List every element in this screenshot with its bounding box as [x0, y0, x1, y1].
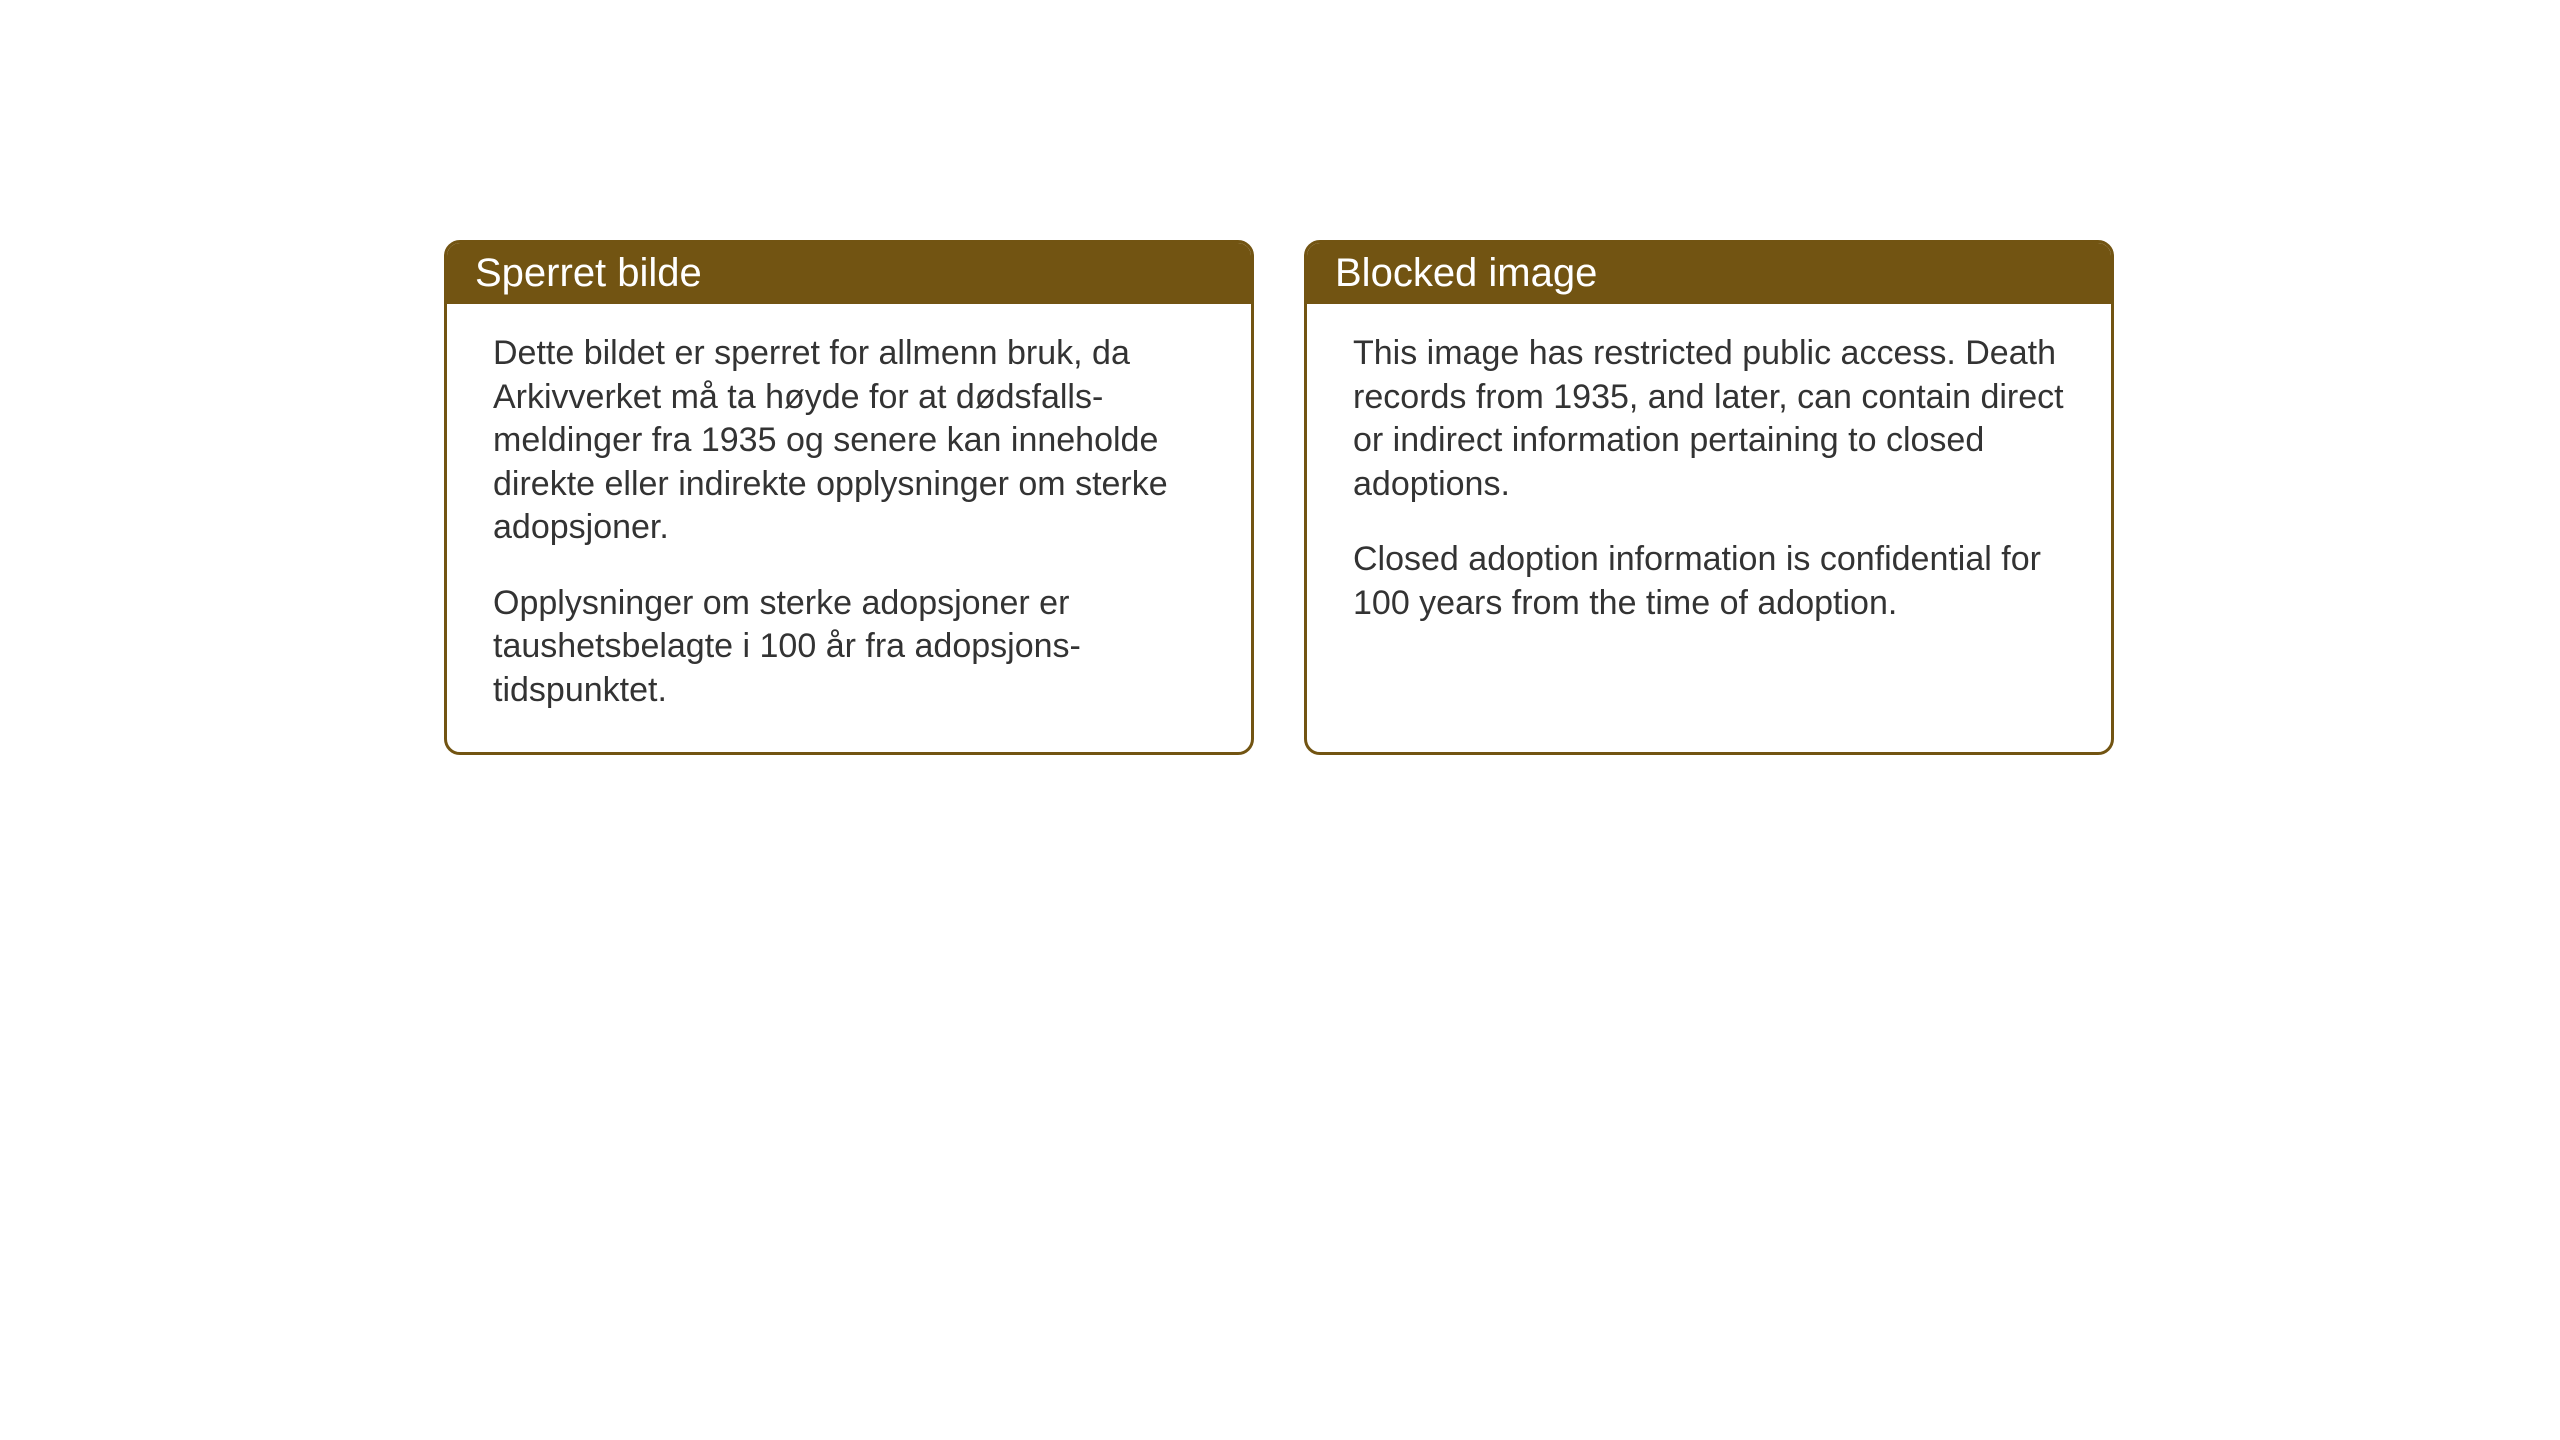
paragraph-english-2: Closed adoption information is confident…: [1353, 538, 2065, 625]
card-body-english: This image has restricted public access.…: [1307, 304, 2111, 665]
card-header-norwegian: Sperret bilde: [447, 243, 1251, 304]
paragraph-norwegian-1: Dette bildet er sperret for allmenn bruk…: [493, 332, 1205, 550]
notice-card-english: Blocked image This image has restricted …: [1304, 240, 2114, 755]
card-body-norwegian: Dette bildet er sperret for allmenn bruk…: [447, 304, 1251, 752]
card-header-english: Blocked image: [1307, 243, 2111, 304]
paragraph-english-1: This image has restricted public access.…: [1353, 332, 2065, 506]
notice-card-norwegian: Sperret bilde Dette bildet er sperret fo…: [444, 240, 1254, 755]
paragraph-norwegian-2: Opplysninger om sterke adopsjoner er tau…: [493, 582, 1205, 713]
notice-container: Sperret bilde Dette bildet er sperret fo…: [444, 240, 2114, 755]
